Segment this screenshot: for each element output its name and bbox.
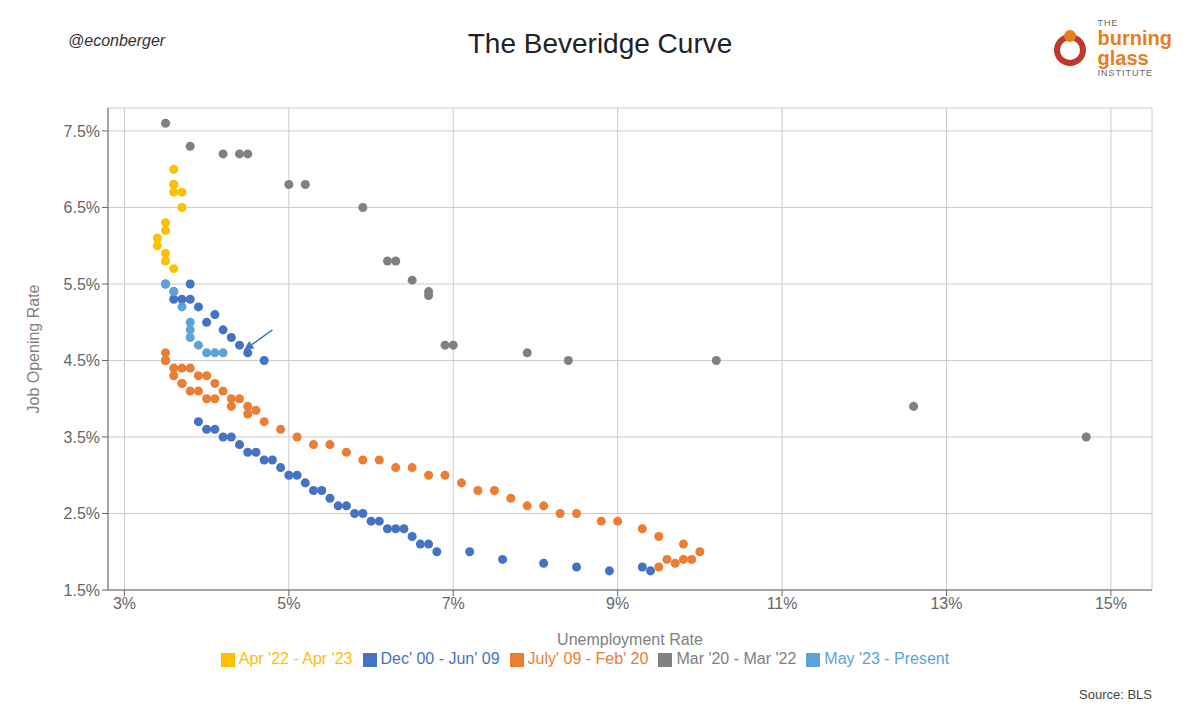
html-text:Source: BLS: Source: BLS xyxy=(1079,687,1152,702)
svg-text:7%: 7% xyxy=(442,595,465,612)
svg-text:9%: 9% xyxy=(606,595,629,612)
svg-text:6.5%: 6.5% xyxy=(64,199,100,216)
html-text:THE: THE xyxy=(1097,18,1119,28)
svg-text:1.5%: 1.5% xyxy=(64,582,100,599)
svg-text:3.5%: 3.5% xyxy=(64,429,100,446)
svg-text:5.5%: 5.5% xyxy=(64,276,100,293)
html-text:@econberger: @econberger xyxy=(68,32,166,49)
html-text:glass: glass xyxy=(1097,47,1149,69)
svg-text:3%: 3% xyxy=(113,595,136,612)
html-text:burning: burning xyxy=(1097,27,1172,49)
svg-text:15%: 15% xyxy=(1095,595,1127,612)
html-text:July' 09 - Feb' 20: July' 09 - Feb' 20 xyxy=(527,650,649,667)
svg-text:Job Opening Rate: Job Opening Rate xyxy=(25,284,42,413)
svg-text:5%: 5% xyxy=(277,595,300,612)
html-text:INSTITUTE: INSTITUTE xyxy=(1097,68,1154,78)
html-text:May '23 - Present: May '23 - Present xyxy=(824,650,950,667)
svg-text:4.5%: 4.5% xyxy=(64,352,100,369)
svg-text:2.5%: 2.5% xyxy=(64,505,100,522)
html-text:Dec' 00 - Jun' 09: Dec' 00 - Jun' 09 xyxy=(380,650,500,667)
html-text:Mar '20 - Mar '22: Mar '20 - Mar '22 xyxy=(676,650,797,667)
svg-text:Unemployment Rate: Unemployment Rate xyxy=(557,631,703,648)
html-text:Apr '22 - Apr '23: Apr '22 - Apr '23 xyxy=(238,650,353,667)
svg-text:7.5%: 7.5% xyxy=(64,123,100,140)
svg-text:11%: 11% xyxy=(767,595,798,612)
html-text:The Beveridge Curve: The Beveridge Curve xyxy=(467,28,733,59)
svg-text:13%: 13% xyxy=(930,595,962,612)
